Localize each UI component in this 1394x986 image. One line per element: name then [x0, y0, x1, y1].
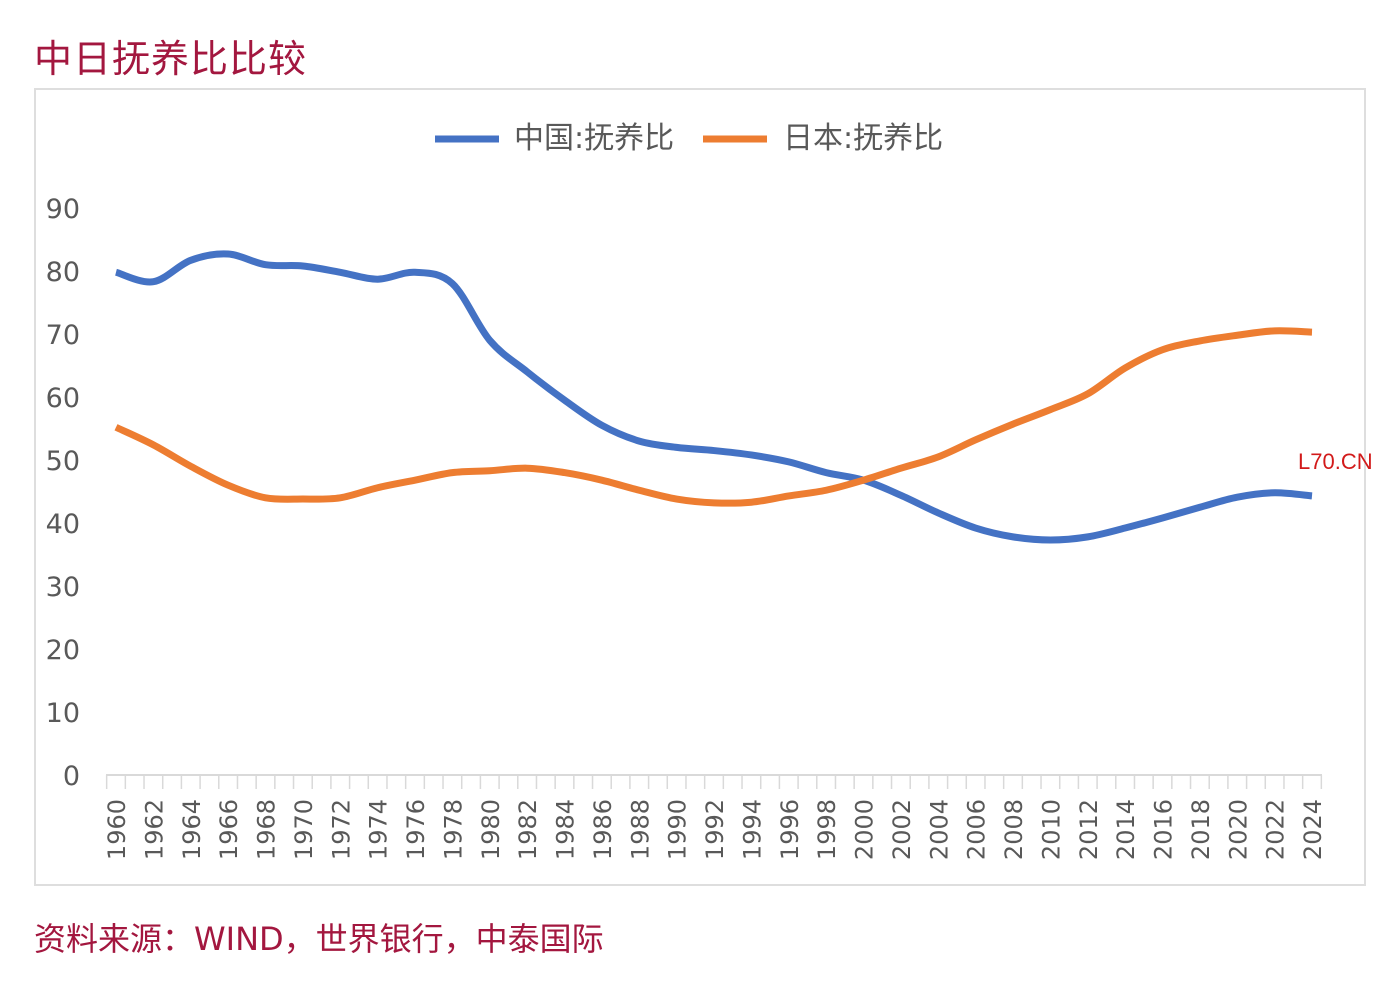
x-tick-label: 1966 [215, 799, 243, 860]
x-tick-label: 1986 [589, 799, 617, 860]
x-tick-label: 1990 [664, 799, 692, 860]
source-note: 资料来源：WIND，世界银行，中泰国际 [34, 920, 604, 958]
x-axis: 1960 1962 1964 1966 1968 1970 1972 1974 1976 1978… [103, 774, 1327, 860]
x-tick-label: 1992 [701, 799, 729, 860]
x-tick-label: 1980 [477, 799, 505, 860]
x-tick-label: 1968 [253, 799, 281, 860]
x-tick-label: 2010 [1037, 799, 1065, 860]
y-tick-label: 80 [46, 257, 80, 288]
y-tick-label: 0 [63, 761, 80, 792]
y-tick-label: 60 [46, 383, 80, 414]
x-tick-label: 1996 [776, 799, 804, 860]
series-lines [114, 250, 1313, 544]
x-tick-label: 1978 [439, 799, 467, 860]
x-tick-label: 1982 [514, 799, 542, 860]
y-tick-label: 70 [46, 320, 80, 351]
y-tick-label: 10 [46, 698, 80, 729]
y-tick-label: 30 [46, 572, 80, 603]
x-tick-label: 1972 [327, 799, 355, 860]
x-tick-label: 1988 [626, 799, 654, 860]
legend: 中国:抚养比 日本:抚养比 [435, 121, 943, 156]
legend-label-china: 中国:抚养比 [514, 121, 674, 156]
x-tick-label: 2000 [851, 799, 879, 860]
x-tick-label: 1998 [813, 799, 841, 860]
legend-label-japan: 日本:抚养比 [783, 121, 943, 156]
x-tick-label: 2008 [1000, 799, 1028, 860]
x-tick-label: 2024 [1299, 799, 1327, 860]
watermark: L70.CN [1298, 449, 1373, 474]
x-tick-label: 2020 [1224, 799, 1252, 860]
series-line-japan [114, 327, 1313, 507]
x-tick-label: 2004 [925, 799, 953, 860]
y-tick-label: 90 [46, 194, 80, 225]
y-tick-label: 50 [46, 446, 80, 477]
x-tick-label: 1960 [103, 799, 131, 860]
x-tick-label: 2014 [1112, 799, 1140, 860]
x-tick-label: 1976 [402, 799, 430, 860]
x-tick-label: 2002 [888, 799, 916, 860]
x-tick-label: 1994 [738, 799, 766, 860]
x-tick-label: 2022 [1262, 799, 1290, 860]
y-tick-label: 40 [46, 509, 80, 540]
x-tick-label: 2006 [963, 799, 991, 860]
x-tick-label: 2012 [1075, 799, 1103, 860]
x-tick-label: 1970 [290, 799, 318, 860]
chart-title: 中日抚养比比较 [34, 37, 308, 81]
x-tick-label: 1984 [552, 799, 580, 860]
x-tick-label: 2016 [1150, 799, 1178, 860]
x-tick-label: 1964 [178, 799, 206, 860]
y-tick-label: 20 [46, 635, 80, 666]
x-tick-label: 1974 [365, 799, 393, 860]
x-tick-label: 2018 [1187, 799, 1215, 860]
x-tick-label: 1962 [140, 799, 168, 860]
chart-frame [34, 88, 1366, 886]
y-axis: 0 10 20 30 40 50 60 70 80 90 [46, 194, 80, 792]
